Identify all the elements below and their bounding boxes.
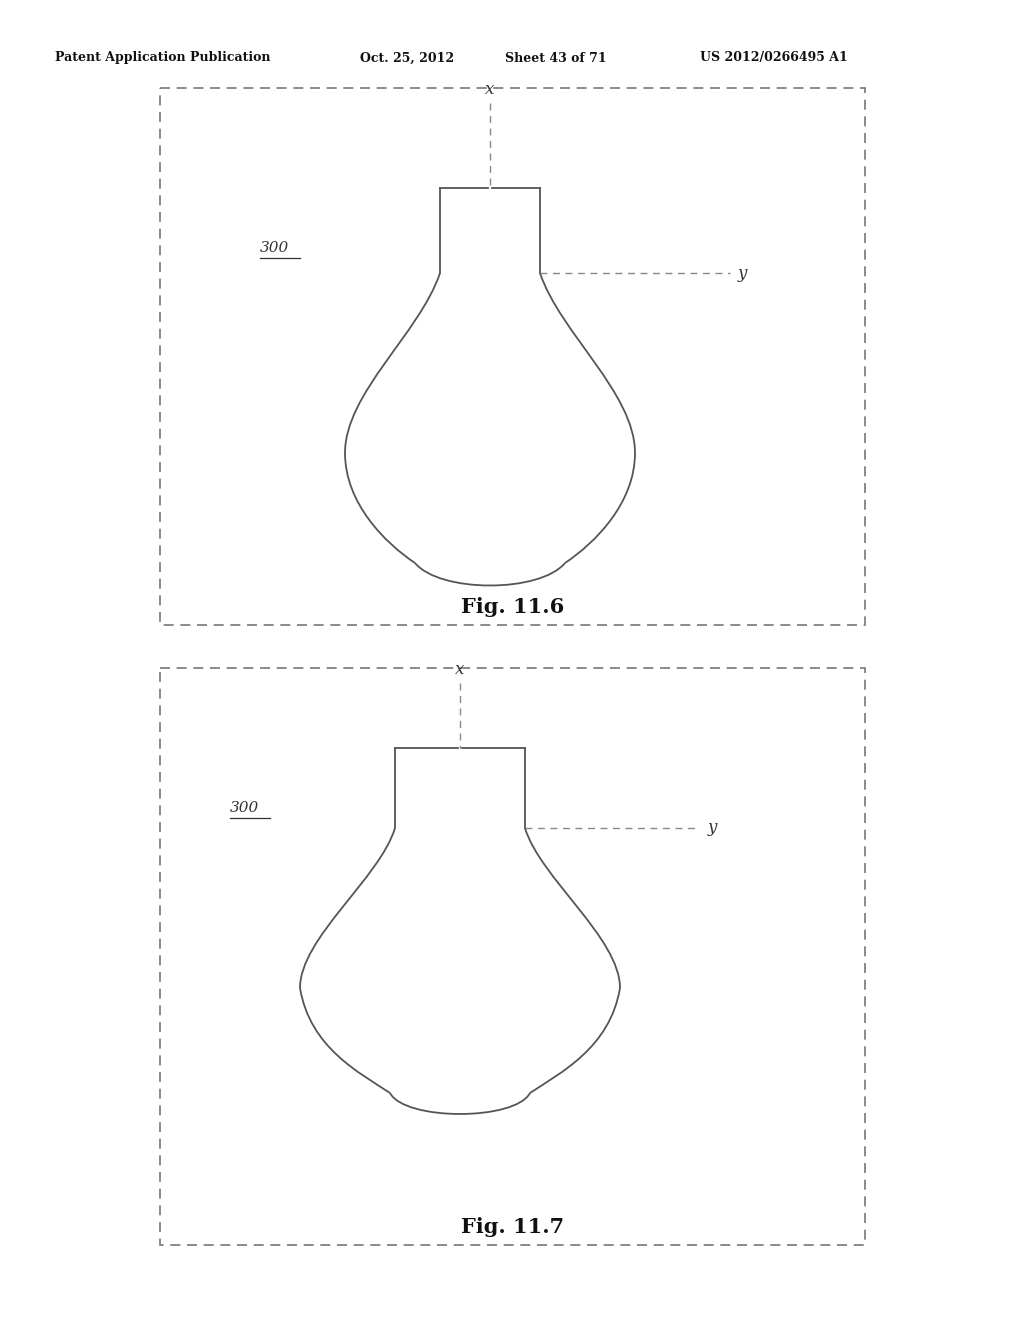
Text: Fig. 11.6: Fig. 11.6 xyxy=(461,597,564,616)
Text: Oct. 25, 2012: Oct. 25, 2012 xyxy=(360,51,454,65)
Bar xyxy=(160,88,865,624)
Text: 300: 300 xyxy=(260,242,289,255)
Text: Sheet 43 of 71: Sheet 43 of 71 xyxy=(505,51,606,65)
Text: y: y xyxy=(738,264,748,281)
Text: US 2012/0266495 A1: US 2012/0266495 A1 xyxy=(700,51,848,65)
Text: Fig. 11.7: Fig. 11.7 xyxy=(461,1217,564,1237)
Text: 300: 300 xyxy=(230,801,259,814)
Text: y: y xyxy=(708,820,718,837)
Text: Patent Application Publication: Patent Application Publication xyxy=(55,51,270,65)
Text: x: x xyxy=(485,81,495,98)
Text: x: x xyxy=(456,661,465,678)
Bar xyxy=(160,668,865,1245)
